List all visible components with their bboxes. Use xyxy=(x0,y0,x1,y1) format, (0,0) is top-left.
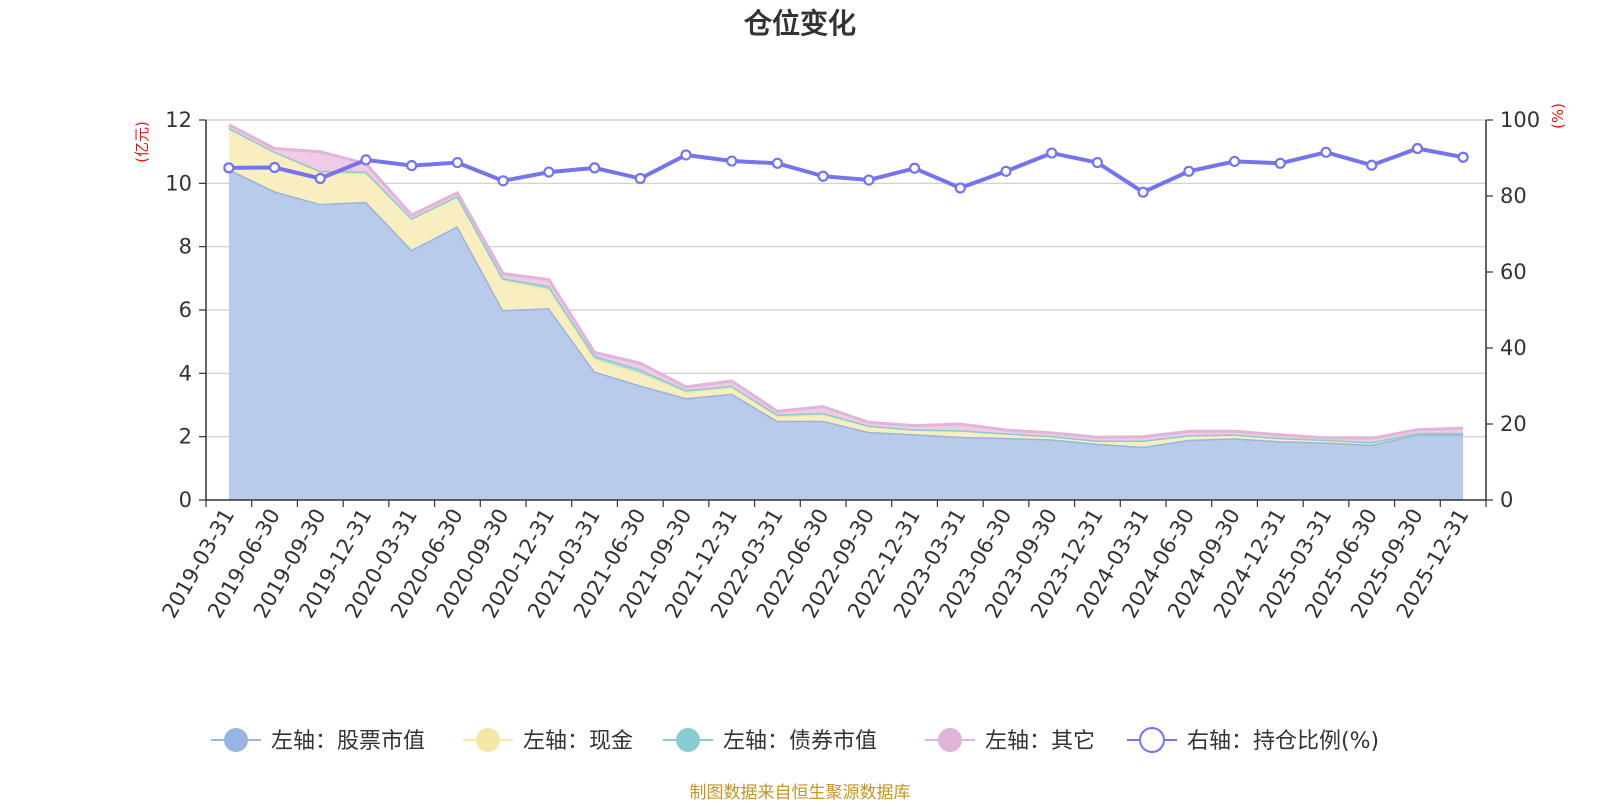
ratio-point xyxy=(1183,165,1195,177)
ratio-point xyxy=(771,157,784,169)
left-axis-tick-label: 2 xyxy=(179,425,192,449)
ratio-point xyxy=(543,166,555,178)
right-axis-tick-label: 80 xyxy=(1500,184,1527,208)
legend-item[interactable]: 右轴：持仓比例(%) xyxy=(1127,727,1379,754)
left-axis-tick-label: 10 xyxy=(165,171,192,195)
right-axis-unit: (%) xyxy=(1549,103,1567,129)
ratio-point xyxy=(223,162,235,174)
legend-label: 左轴：其它 xyxy=(985,729,1095,754)
left-axis-tick-label: 4 xyxy=(179,361,192,385)
legend-swatch-marker xyxy=(676,728,700,752)
legend-label: 左轴：现金 xyxy=(523,729,633,754)
area-edge-左轴：其它 xyxy=(228,123,1464,440)
ratio-point xyxy=(1457,151,1469,163)
stacked-areas xyxy=(228,123,1464,500)
ratio-point xyxy=(726,155,738,167)
ratio-point xyxy=(680,149,692,161)
legend-swatch-marker xyxy=(1139,727,1165,753)
ratio-line xyxy=(228,146,1464,195)
ratio-point xyxy=(634,172,646,185)
data-source-note: 制图数据来自恒生聚源数据库 xyxy=(689,783,911,803)
left-axis-tick-label: 0 xyxy=(179,488,192,512)
left-axis-unit: (亿元) xyxy=(133,121,151,163)
legend-item[interactable]: 左轴：股票市值 xyxy=(211,728,425,754)
right-axis-tick-label: 60 xyxy=(1500,260,1527,284)
left-axis-tick-label: 12 xyxy=(165,108,192,132)
ratio-point xyxy=(360,154,372,166)
ratio-point xyxy=(268,161,281,174)
ratio-point xyxy=(817,170,829,182)
ratio-point xyxy=(1046,147,1058,159)
right-axis-tick-label: 40 xyxy=(1500,336,1527,360)
right-axis-tick-label: 20 xyxy=(1500,412,1527,436)
legend-label: 左轴：债券市值 xyxy=(723,729,877,754)
area-左轴：股票市值 xyxy=(228,169,1464,500)
left-axis-tick-label: 8 xyxy=(179,235,192,259)
ratio-point xyxy=(588,162,601,174)
ratio-point xyxy=(908,162,921,174)
legend-swatch-marker xyxy=(938,728,962,752)
ratio-point xyxy=(1274,157,1286,169)
ratio-point xyxy=(1366,159,1378,171)
legend-item[interactable]: 左轴：现金 xyxy=(463,728,633,754)
ratio-point xyxy=(1228,155,1241,168)
ratio-point xyxy=(863,174,875,186)
legend-swatch-marker xyxy=(476,728,500,752)
legend-label: 右轴：持仓比例(%) xyxy=(1187,729,1379,754)
ratio-point xyxy=(1000,165,1012,177)
right-axis-tick-label: 0 xyxy=(1500,488,1513,512)
ratio-point xyxy=(406,160,418,172)
ratio-point xyxy=(1091,156,1104,169)
legend-item[interactable]: 左轴：债券市值 xyxy=(663,728,877,754)
ratio-point xyxy=(451,156,464,169)
ratio-point xyxy=(1411,142,1424,155)
legend-item[interactable]: 左轴：其它 xyxy=(925,728,1095,754)
ratio-point xyxy=(1137,186,1149,198)
chart-title: 仓位变化 xyxy=(743,7,856,40)
ratio-point xyxy=(1320,146,1332,158)
right-axis-tick-label: 100 xyxy=(1500,108,1540,132)
legend-label: 左轴：股票市值 xyxy=(271,729,425,754)
left-axis-tick-label: 6 xyxy=(179,298,192,322)
legend: 左轴：股票市值 左轴：现金 左轴：债券市值 左轴：其它 右轴：持仓比例(%) xyxy=(211,727,1379,754)
ratio-point xyxy=(314,172,326,185)
legend-swatch-marker xyxy=(224,728,248,752)
ratio-line-series xyxy=(223,142,1469,198)
ratio-point xyxy=(954,182,966,194)
ratio-point xyxy=(497,175,509,187)
